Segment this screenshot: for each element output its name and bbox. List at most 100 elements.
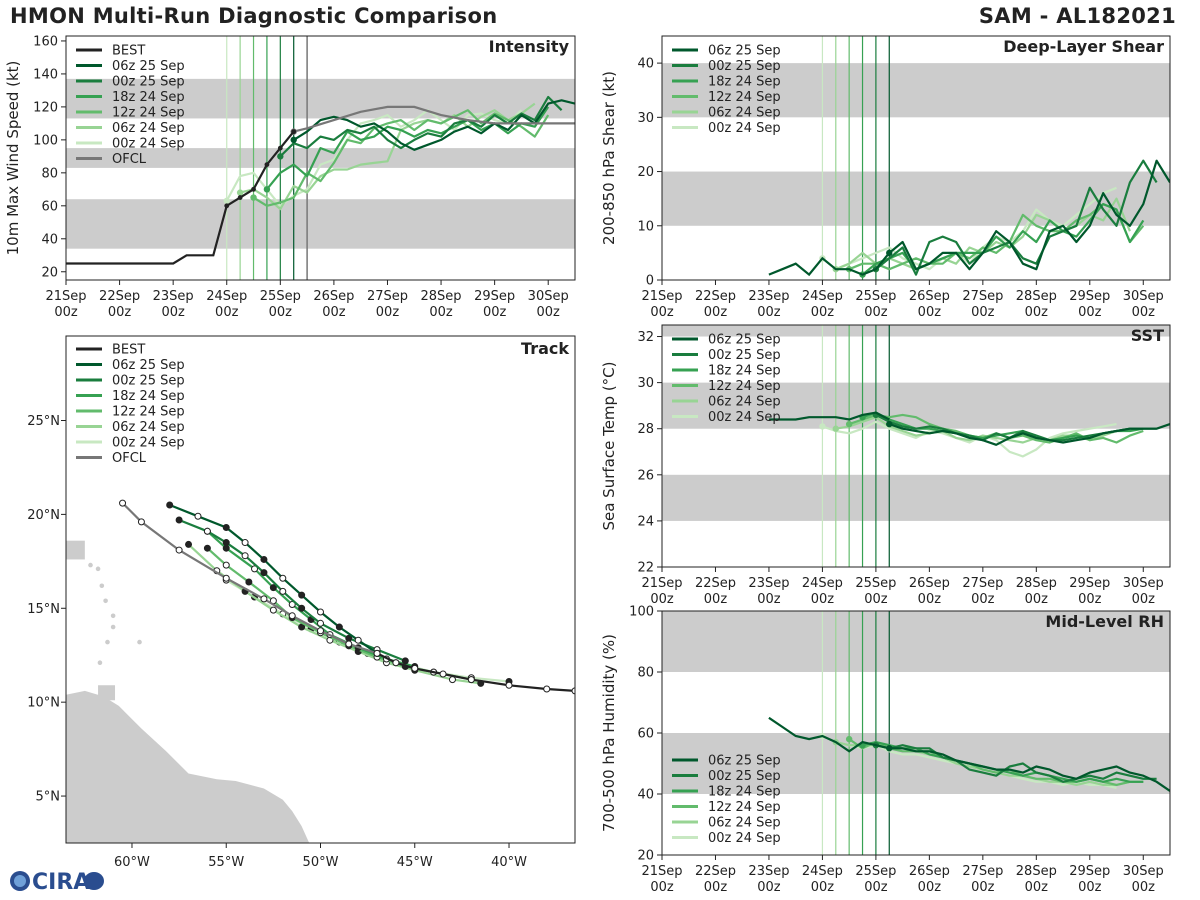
intensity-ytick-label: 60 — [41, 199, 58, 214]
rh-legend-label: 12z 24 Sep — [708, 800, 781, 815]
sst-xtick-label: 26Sep 00z — [909, 576, 950, 607]
rh-xtick-label: 27Sep 00z — [962, 864, 1003, 895]
intensity-xtick-label: 21Sep 00z — [45, 289, 86, 320]
sst-xtick-label: 27Sep 00z — [962, 576, 1003, 607]
sst-ytick-label: 22 — [637, 561, 654, 576]
track-series-3-point — [222, 561, 230, 569]
track-ytick-label: 25°N — [27, 414, 60, 429]
track-legend-label: BEST — [112, 343, 145, 358]
intensity-best-point — [264, 162, 270, 167]
track-series-2 — [206, 530, 416, 668]
track-series-0-point — [298, 591, 306, 599]
rh-ytick-label: 20 — [637, 849, 654, 864]
track-best-point — [543, 685, 551, 693]
panel-shear: 0 10 20 30 40 21Sep 00z 22Sep 00z 23Sep 00z 24Sep 00… — [600, 35, 1171, 320]
intensity-series-2 — [266, 106, 550, 190]
track-series-3 — [206, 547, 472, 681]
intensity-ofcl-series — [293, 105, 575, 133]
track-series-0-point — [354, 636, 362, 644]
shear-ytick-label: 0 — [646, 274, 654, 289]
sst-series-4-start-point — [832, 425, 839, 432]
track-series-1-point — [279, 587, 287, 595]
rh-legend-label: 00z 25 Sep — [708, 769, 781, 784]
track-series-5 — [225, 579, 510, 683]
rh-xtick-label: 29Sep 00z — [1069, 864, 1110, 895]
intensity-legend-label: 18z 24 Sep — [112, 90, 185, 105]
sst-frame — [661, 324, 1171, 568]
track-series-4-point — [448, 676, 456, 684]
shear-legend-label: 00z 24 Sep — [708, 121, 781, 136]
caribbean-island — [110, 613, 116, 619]
sst-series-0-start-point — [886, 420, 893, 428]
intensity-series-0-start-point — [290, 136, 297, 144]
caribbean-island — [110, 624, 116, 630]
sst-plot-area — [662, 325, 1170, 567]
sst-legend-label: 18z 24 Sep — [708, 364, 781, 379]
rh-xtick-label: 30Sep 00z — [1123, 864, 1164, 895]
rh-xtick-label: 26Sep 00z — [909, 864, 950, 895]
track-best-point — [411, 664, 419, 672]
rh-series-3-start-point — [845, 735, 853, 743]
rh-xtick-label: 25Sep 00z — [855, 864, 896, 895]
intensity-ytick-label: 20 — [41, 265, 58, 280]
shear-xtick-label: 30Sep 00z — [1123, 289, 1164, 320]
trinidad-island — [98, 685, 116, 701]
track-series-3-point — [245, 578, 253, 586]
rh-ylabel: 700-500 hPa Humidity (%) — [600, 634, 618, 832]
shear-xtick-label: 21Sep 00z — [641, 289, 682, 320]
track-series-1-point — [241, 552, 249, 560]
track-ytick-label: 10°N — [27, 696, 60, 711]
intensity-plot-area — [66, 36, 575, 280]
shear-legend-label: 06z 24 Sep — [708, 106, 781, 121]
shear-series-3 — [848, 203, 1145, 271]
rh-legend-label: 00z 24 Sep — [708, 831, 781, 846]
shear-xtick-label: 28Sep 00z — [1016, 289, 1057, 320]
shear-xtick-label: 26Sep 00z — [909, 289, 950, 320]
sst-band-2 — [662, 325, 1170, 337]
track-xtick-label: 40°W — [491, 855, 527, 870]
caribbean-island — [103, 598, 108, 604]
shear-xtick-label: 25Sep 00z — [855, 289, 896, 320]
sst-title: SST — [1131, 326, 1164, 345]
shear-title: Deep-Layer Shear — [1003, 37, 1164, 56]
intensity-xtick-label: 22Sep 00z — [99, 289, 140, 320]
rh-plot-area — [662, 611, 1170, 855]
sst-xtick-label: 28Sep 00z — [1016, 576, 1057, 607]
sst-best-series — [768, 411, 890, 421]
track-ofcl-point — [317, 627, 324, 635]
track-legend-label: 00z 24 Sep — [112, 436, 185, 451]
track-series-0-point — [317, 608, 324, 616]
sst-xtick-label: 24Sep 00z — [802, 576, 843, 607]
shear-ytick-label: 30 — [637, 111, 654, 126]
rh-xtick-label: 22Sep 00z — [695, 864, 736, 895]
track-legend-label: 18z 24 Sep — [112, 389, 185, 404]
track-series-0-point — [194, 512, 202, 520]
rh-series-0 — [889, 747, 1170, 792]
sst-xtick-label: 23Sep 00z — [748, 576, 789, 607]
sst-xtick-label: 21Sep 00z — [641, 576, 682, 607]
track-series-2-point — [269, 584, 277, 592]
track-series-0 — [169, 503, 378, 655]
intensity-band-1 — [66, 148, 575, 168]
track-best-point — [505, 681, 513, 689]
intensity-legend-label: 00z 24 Sep — [112, 137, 185, 152]
rh-legend-label: 18z 24 Sep — [708, 785, 781, 800]
sst-series-3-start-point — [845, 420, 853, 428]
track-series-2-point — [251, 565, 259, 573]
sst-ytick-label: 24 — [637, 514, 654, 529]
track-ofcl-point — [288, 612, 296, 620]
intensity-title: Intensity — [489, 37, 570, 56]
track-best-point — [439, 670, 447, 678]
shear-legend-label: 00z 25 Sep — [708, 59, 781, 74]
sst-xtick-label: 29Sep 00z — [1069, 576, 1110, 607]
sst-legend-label: 12z 24 Sep — [708, 379, 781, 394]
sst-band-1 — [662, 382, 1170, 429]
rh-ytick-label: 40 — [637, 788, 654, 803]
sst-band-0 — [662, 474, 1170, 521]
rh-band-1 — [662, 611, 1170, 672]
track-ofcl-point — [175, 546, 183, 554]
rh-ytick-label: 100 — [629, 605, 654, 620]
rh-legend-label: 06z 25 Sep — [708, 754, 781, 769]
shear-series-1 — [875, 159, 1158, 276]
